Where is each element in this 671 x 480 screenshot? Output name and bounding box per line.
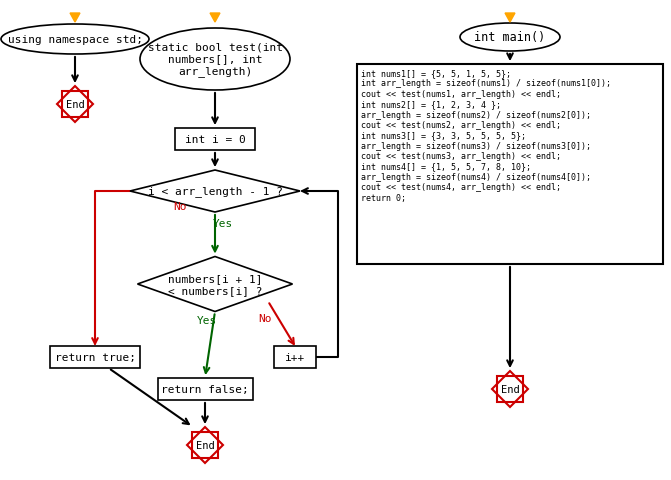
- Text: using namespace std;: using namespace std;: [7, 35, 142, 45]
- Text: End: End: [196, 440, 214, 450]
- Polygon shape: [187, 427, 223, 463]
- Text: static bool test(int
numbers[], int
arr_length): static bool test(int numbers[], int arr_…: [148, 43, 282, 77]
- Polygon shape: [138, 257, 293, 312]
- Text: numbers[i + 1]
< numbers[i] ?: numbers[i + 1] < numbers[i] ?: [168, 274, 262, 295]
- Text: No: No: [258, 314, 272, 324]
- Ellipse shape: [460, 24, 560, 52]
- FancyBboxPatch shape: [357, 65, 663, 264]
- FancyArrowPatch shape: [269, 304, 294, 344]
- Text: Yes: Yes: [197, 316, 217, 326]
- Text: i++: i++: [285, 352, 305, 362]
- FancyBboxPatch shape: [50, 346, 140, 368]
- FancyBboxPatch shape: [175, 129, 255, 151]
- FancyBboxPatch shape: [274, 346, 316, 368]
- Text: return false;: return false;: [161, 384, 249, 394]
- Polygon shape: [130, 171, 300, 213]
- Polygon shape: [505, 14, 515, 23]
- Ellipse shape: [140, 29, 290, 91]
- FancyBboxPatch shape: [158, 378, 252, 400]
- Text: Yes: Yes: [213, 218, 233, 228]
- Text: int main(): int main(): [474, 31, 546, 45]
- Text: int i = 0: int i = 0: [185, 135, 246, 144]
- Text: i < arr_length - 1 ?: i < arr_length - 1 ?: [148, 186, 282, 197]
- Polygon shape: [492, 371, 528, 407]
- Polygon shape: [57, 87, 93, 123]
- Text: End: End: [66, 100, 85, 110]
- Polygon shape: [70, 14, 80, 23]
- Text: End: End: [501, 384, 519, 394]
- Polygon shape: [210, 14, 220, 23]
- Text: return true;: return true;: [54, 352, 136, 362]
- Ellipse shape: [1, 25, 149, 55]
- Text: No: No: [173, 202, 187, 212]
- FancyArrowPatch shape: [92, 192, 130, 344]
- FancyArrowPatch shape: [303, 189, 338, 357]
- Text: int nums1[] = {5, 5, 1, 5, 5};
int arr_length = sizeof(nums1) / sizeof(nums1[0]): int nums1[] = {5, 5, 1, 5, 5}; int arr_l…: [361, 69, 611, 203]
